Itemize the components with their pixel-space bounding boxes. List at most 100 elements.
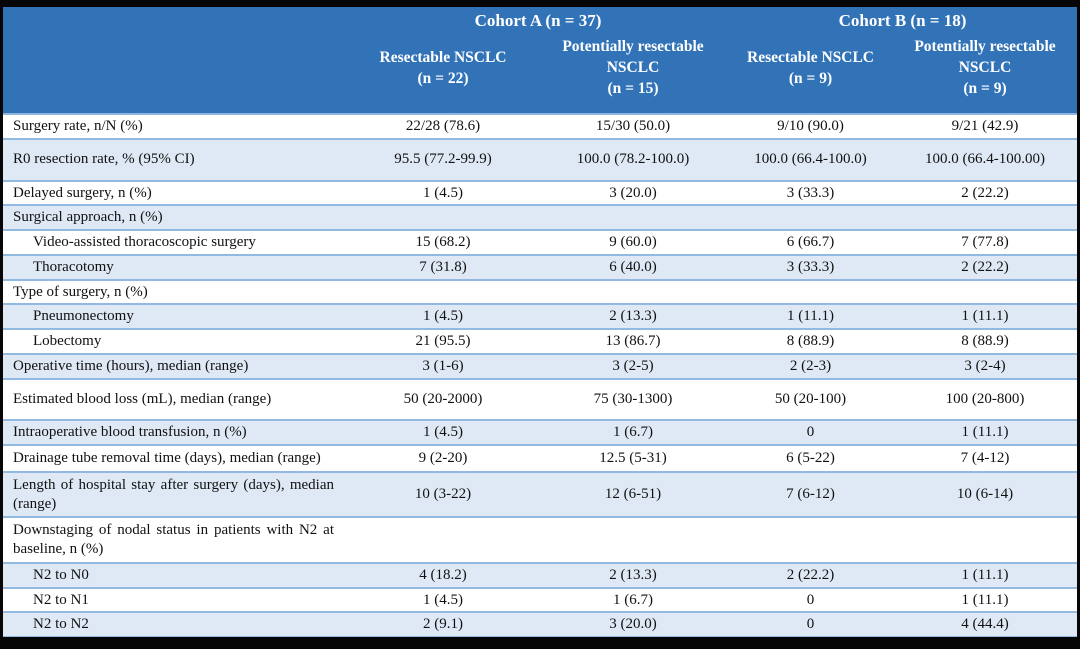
row-value: 21 (95.5) [348,329,538,355]
row-value: 8 (88.9) [893,329,1077,355]
row-value: 2 (13.3) [538,562,728,589]
row-value: 100.0 (66.4-100.00) [893,138,1077,182]
row-value: 1 (4.5) [348,304,538,331]
row-value: 7 (6-12) [728,471,893,519]
row-value: 1 (4.5) [348,637,538,649]
table-row: Delayed surgery, n (%) 1 (4.5) 3 (20.0) 3 (… [3,180,1077,207]
row-value: 3 (20.0) [538,637,728,649]
row-value: 9/21 (42.9) [893,114,1077,140]
row-value: 13 (86.7) [538,329,728,355]
row-value: 9 (60.0) [538,230,728,256]
table-row: Operative time (hours), median (range) 3 … [3,353,1077,380]
row-value: 1 (4.5) [348,587,538,614]
table-row: N2 to N2 2 (9.1) 3 (20.0) 0 4 (44.4) [3,612,1077,637]
column-n: (n = 9) [788,69,833,87]
row-value: 100 (20-800) [893,378,1077,422]
row-value: 3 (20.0) [538,612,728,637]
row-value: 75 (30-1300) [538,378,728,422]
row-value [348,205,538,232]
row-value: 9/10 (90.0) [728,114,893,140]
row-value: 95.5 (77.2-99.9) [348,138,538,182]
table-row: Drainage tube removal time (days), media… [3,445,1077,473]
row-value: 6 (40.0) [538,254,728,281]
row-value: 6 (5-22) [728,445,893,473]
row-value: 12 (6-51) [538,471,728,519]
row-value: 1 (11.1) [728,304,893,331]
table-row: Surgery rate, n/N (%) 22/28 (78.6) 15/30 (… [3,114,1077,140]
row-value: 3 (20.0) [538,180,728,207]
column-header-potentially-resectable-b: Potentially resectable NSCLC (n = 9) [893,31,1077,116]
cohort-header-row: Cohort A (n = 37) Cohort B (n = 18) [3,7,1077,32]
table-row: Thoracotomy 7 (31.8) 6 (40.0) 3 (33.3) 2 (22… [3,254,1077,281]
column-title: Resectable NSCLC [747,48,874,66]
row-value: 2 (13.3) [538,304,728,331]
row-value [348,517,538,564]
row-value: 0 [728,420,893,447]
cohort-b-header: Cohort B (n = 18) [728,7,1077,32]
row-value: 1 (6.7) [538,420,728,447]
table-row: Lobectomy 21 (95.5) 13 (86.7) 8 (88.9) 8 (88… [3,329,1077,355]
row-value: 1 (11.1) [893,304,1077,331]
row-value: 100.0 (78.2-100.0) [538,138,728,182]
row-value: 2 (2-3) [728,353,893,380]
row-label: Surgery rate, n/N (%) [3,114,348,140]
row-value [728,279,893,306]
section-row: Type of surgery, n (%) [3,279,1077,306]
row-label: Intraoperative blood transfusion, n (%) [3,420,348,447]
row-value: 50 (20-100) [728,378,893,422]
table-row: Estimated blood loss (mL), median (range… [3,378,1077,422]
row-value: 1 (11.1) [893,562,1077,589]
row-label: Drainage tube removal time (days), media… [3,445,348,473]
row-value: 100.0 (66.4-100.0) [728,138,893,182]
row-value: 0 [728,637,893,649]
table-row: N2 to N0 4 (18.2) 2 (13.3) 2 (22.2) 1 (11.1) [3,562,1077,589]
row-value: 3 (1-6) [348,353,538,380]
row-value: 2 (22.2) [893,180,1077,207]
row-value: 12.5 (5-31) [538,445,728,473]
header-blank-cell [3,7,348,32]
column-header-row: Resectable NSCLC (n = 22) Potentially re… [3,31,1077,116]
table-row: Intraoperative blood transfusion, n (%) 1… [3,420,1077,447]
row-label: Estimated blood loss (mL), median (range… [3,378,348,422]
row-value: 7 (31.8) [348,254,538,281]
row-value: 7 (77.8) [893,230,1077,256]
row-label: N2 to N2 [3,612,348,637]
row-value: 2 (9.1) [348,612,538,637]
row-value: 2 (22.2) [728,562,893,589]
row-label: Lobectomy [3,329,348,355]
row-value: 10 (3-22) [348,471,538,519]
table-header: Cohort A (n = 37) Cohort B (n = 18) Rese… [3,7,1077,116]
row-value: 50 (20-2000) [348,378,538,422]
row-value: 4 (44.4) [893,612,1077,637]
row-value: 7 (4-12) [893,445,1077,473]
column-header-potentially-resectable-a: Potentially resectable NSCLC (n = 15) [538,31,728,116]
column-title: Resectable NSCLC [379,48,507,66]
row-value [538,205,728,232]
row-value: 10 (6-14) [893,471,1077,519]
row-label: Pneumonectomy [3,304,348,331]
row-label: Delayed surgery, n (%) [3,180,348,207]
row-value: 0 [728,587,893,614]
row-value: 1 (11.1) [893,420,1077,447]
row-label: Operative time (hours), median (range) [3,353,348,380]
row-value: 15/30 (50.0) [538,114,728,140]
row-label: Length of hospital stay after surgery (d… [3,471,348,519]
row-value [348,279,538,306]
column-title: Potentially resectable NSCLC [914,38,1056,77]
row-value [893,205,1077,232]
row-value [893,279,1077,306]
section-row: Downstaging of nodal status in patients … [3,517,1077,564]
row-value: 3 (2-4) [893,353,1077,380]
row-label: N2 to N1 [3,587,348,614]
row-label: Thoracotomy [3,254,348,281]
row-value: 9 (2-20) [348,445,538,473]
table-row: Video-assisted thoracoscopic surgery 15 (… [3,230,1077,256]
row-value: 4 (18.2) [348,562,538,589]
row-value: 1 (11.1) [893,587,1077,614]
table-row: R0 resection rate, % (95% CI) 95.5 (77.2-… [3,138,1077,182]
surgery-outcomes-table: Cohort A (n = 37) Cohort B (n = 18) Rese… [3,7,1077,649]
row-value: 3 (2-5) [538,353,728,380]
row-value: 3 (33.3) [728,254,893,281]
row-value: 0 [893,637,1077,649]
